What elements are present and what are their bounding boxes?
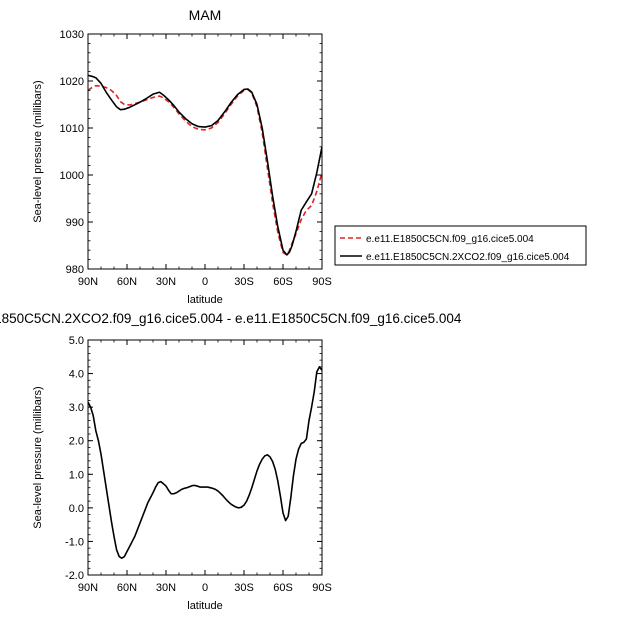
x-tick-label: 0 — [202, 276, 208, 288]
y-axis-label: Sea-level pressure (millibars) — [32, 386, 44, 528]
y-tick-label: 4.0 — [69, 369, 84, 381]
bottom-panel-difference: e.e11.E1850C5CN.2XCO2.f09_g16.cice5.004 … — [0, 311, 462, 612]
legend-label-1: e.e11.E1850C5CN.f09_g16.cice5.004 — [366, 234, 534, 245]
x-tick-label: 60N — [117, 582, 137, 594]
y-tick-label: 5.0 — [69, 335, 84, 347]
y-tick-label: -1.0 — [65, 536, 84, 548]
x-tick-label: 30S — [234, 582, 254, 594]
x-tick-label: 30N — [156, 276, 176, 288]
y-tick-label: 1020 — [60, 76, 84, 88]
legend-label-2: e.e11.E1850C5CN.2XCO2.f09_g16.cice5.004 — [366, 252, 570, 263]
x-tick-label: 60S — [273, 276, 293, 288]
top-panel-mam: MAM 980 990 1000 1010 1020 1030 90N 60N 30N 0 30S 60… — [32, 7, 587, 306]
x-tick-label: 30S — [234, 276, 254, 288]
x-axis-label: latitude — [187, 294, 222, 306]
series-group — [88, 74, 322, 256]
y-tick-label: 1000 — [60, 170, 84, 182]
y-axis-label: Sea-level pressure (millibars) — [32, 80, 44, 222]
series-line-2 — [88, 74, 322, 256]
series-group — [88, 366, 322, 560]
y-tick-label: 0.0 — [69, 503, 84, 515]
y-tick-label: 990 — [66, 217, 84, 229]
chart-title: e.e11.E1850C5CN.2XCO2.f09_g16.cice5.004 … — [0, 311, 462, 326]
x-tick-label: 30N — [156, 582, 176, 594]
x-tick-label: 90N — [78, 276, 98, 288]
x-axis-label: latitude — [187, 600, 222, 612]
y-tick-label: 1010 — [60, 123, 84, 135]
x-tick-label: 90S — [312, 276, 332, 288]
y-tick-label: 1.0 — [69, 469, 84, 481]
x-tick-label: 60N — [117, 276, 137, 288]
legend: e.e11.E1850C5CN.f09_g16.cice5.004 e.e11.E… — [334, 225, 587, 266]
x-tick-label: 0 — [202, 582, 208, 594]
series-line-1 — [88, 366, 322, 560]
y-tick-label: 2.0 — [69, 436, 84, 448]
y-tick-label: 980 — [66, 264, 84, 276]
y-tick-label: -2.0 — [65, 570, 84, 582]
x-tick-label: 60S — [273, 582, 293, 594]
legend-box — [334, 225, 587, 266]
y-tick-label: 1030 — [60, 29, 84, 41]
y-tick-label: 3.0 — [69, 402, 84, 414]
chart-title: MAM — [189, 7, 222, 23]
x-tick-label: 90N — [78, 582, 98, 594]
x-tick-label: 90S — [312, 582, 332, 594]
